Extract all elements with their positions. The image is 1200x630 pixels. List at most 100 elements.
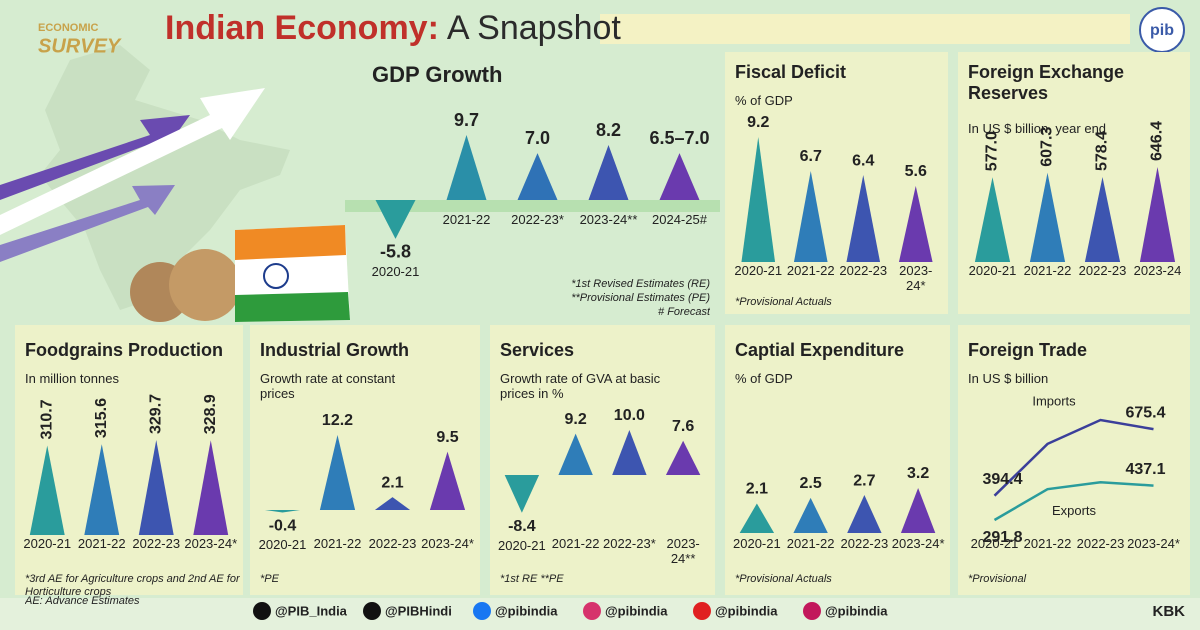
- logo-text: SURVEY: [38, 35, 122, 57]
- panel-subtitle-box: % of GDP: [735, 94, 793, 108]
- triangle: [898, 185, 933, 262]
- arrow: [0, 115, 190, 200]
- panel: [250, 325, 480, 595]
- value-label: 675.4: [1125, 404, 1165, 421]
- x-tick-label: 2023-24**: [579, 213, 638, 227]
- x-tick-label-box: 2021-22: [787, 264, 835, 278]
- x-tick-label-box: 2022-23: [132, 537, 180, 551]
- value-label: 578.4: [1094, 131, 1111, 171]
- footnote-box: **Provisional Estimates (PE): [571, 292, 710, 304]
- line: [993, 418, 1154, 497]
- value-label: -5.8: [380, 242, 411, 262]
- money-bag: [169, 249, 241, 321]
- panel-title-box: Foodgrains Production: [25, 340, 223, 360]
- x-tick-label: 2022-23: [1078, 264, 1127, 278]
- bag-stripe: [235, 225, 346, 260]
- social-handle: @PIB_India: [275, 603, 348, 618]
- footnote-box: *Provisional Actuals: [735, 296, 832, 308]
- bag-stripe: [235, 292, 350, 322]
- x-tick-label-box: 2023-24*: [899, 264, 932, 293]
- panel-title-box: Services: [500, 340, 575, 360]
- triangle: [319, 435, 356, 510]
- x-tick-label-box: 2020-21: [372, 265, 420, 279]
- social-handle: @pibindia: [715, 603, 778, 618]
- x-tick-label: 2023-24**: [666, 537, 700, 566]
- value-label: 10.0: [614, 407, 645, 424]
- panel-title: Services: [500, 340, 575, 360]
- x-tick-label: 2020-21: [23, 537, 72, 551]
- triangle: [900, 488, 936, 533]
- x-tick-label-box: 2023-24*: [184, 537, 237, 551]
- value-label: 7.0: [525, 128, 550, 148]
- value-label: 315.6: [93, 398, 110, 438]
- triangle: [974, 177, 1011, 262]
- footnote: # Forecast: [658, 306, 710, 318]
- panel-subtitle: % of GDP: [735, 94, 793, 108]
- x-tick-label: 2023-24*: [891, 537, 945, 551]
- panel: [958, 52, 1190, 314]
- x-tick-label-box: 2024-25#: [652, 213, 707, 227]
- triangle: [665, 440, 701, 475]
- panel-title: Foreign Trade: [968, 340, 1088, 360]
- panel-title: Foreign Exchange Reserves: [968, 62, 1125, 103]
- value-label: -0.4: [269, 518, 297, 535]
- title-bar: [600, 14, 1130, 44]
- footnote: *PE: [260, 573, 279, 585]
- value-label: 577.0: [984, 131, 1001, 171]
- panel-subtitle-box: In US $ billion: [968, 372, 1048, 386]
- social-icon: [363, 602, 381, 620]
- chakra: [263, 263, 289, 289]
- x-tick-label: 2021-22: [1023, 537, 1072, 551]
- x-tick-label-box: 2023-24*: [891, 537, 945, 551]
- x-tick-label-box: 2023-24**: [666, 537, 700, 566]
- x-tick-label-box: 2020-21: [23, 537, 72, 551]
- footnote-box: *Provisional Actuals: [735, 573, 832, 585]
- legend-label: Imports: [1032, 393, 1076, 408]
- panel: [725, 325, 950, 595]
- x-tick-label: 2020-21: [734, 264, 783, 278]
- baseline-band: [345, 200, 720, 212]
- x-tick-label-box: 2022-23*: [511, 213, 564, 227]
- value-label: 394.4: [982, 471, 1022, 488]
- panel-title: Industrial Growth: [260, 340, 410, 360]
- triangle: [264, 510, 301, 513]
- triangle: [429, 451, 466, 510]
- panel-title: GDP Growth: [372, 62, 503, 87]
- footer: @PIB_India @PIBHindi @pibindia @pibindia @pi…: [0, 598, 1200, 630]
- x-tick-label-box: 2023-24*: [421, 537, 474, 551]
- panel-subtitle-box: In million tonnes: [25, 372, 119, 386]
- x-tick-label: 2023-24*: [421, 537, 474, 551]
- footnote: *1st RE **PE: [500, 573, 564, 585]
- x-tick-label-box: 2022-23: [839, 264, 888, 278]
- x-tick-label-box: 2022-23: [840, 537, 889, 551]
- triangle: [659, 153, 700, 200]
- x-tick-label: 2022-23*: [511, 213, 564, 227]
- triangle: [517, 153, 558, 200]
- triangle: [739, 503, 775, 533]
- x-tick-label: 2022-23: [839, 264, 888, 278]
- logo-text: ECONOMIC: [38, 22, 99, 34]
- value-label: -8.4: [508, 518, 536, 535]
- footnote-box: *3rd AE for Agriculture crops and 2nd AE…: [25, 573, 240, 598]
- triangle: [847, 495, 882, 533]
- x-tick-label-box: 2020-21: [259, 538, 307, 552]
- x-tick-label: 2022-23: [840, 537, 889, 551]
- value-label: 2.5: [800, 475, 822, 492]
- footnote-box: *PE: [260, 573, 279, 585]
- value-label: 329.7: [147, 394, 164, 434]
- value-label: 6.4: [852, 152, 874, 169]
- value-label: 310.7: [38, 399, 55, 439]
- footnote-box: *Provisional: [968, 573, 1026, 585]
- x-tick-label-box: 2021-22: [552, 537, 600, 551]
- social-handle: @PIBHindi: [385, 603, 452, 618]
- x-tick-label-box: 2021-22: [314, 537, 362, 551]
- value-label: 2.1: [381, 474, 403, 491]
- panel-subtitle: In US $ billion, year end: [968, 122, 1107, 136]
- x-tick-label-box: 2020-21: [971, 537, 1019, 551]
- triangle: [793, 497, 828, 533]
- panel: [958, 325, 1190, 595]
- x-tick-label-box: 2021-22: [787, 537, 835, 551]
- arrow: [0, 88, 265, 235]
- panel-subtitle-box: In US $ billion, year end: [968, 122, 1107, 136]
- map: [40, 45, 290, 310]
